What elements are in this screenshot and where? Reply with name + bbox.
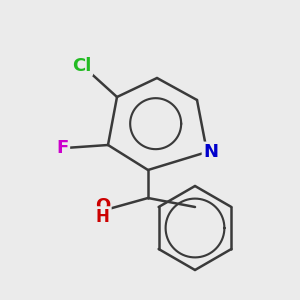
Text: O: O xyxy=(95,197,110,215)
Text: F: F xyxy=(56,139,69,157)
Text: Cl: Cl xyxy=(72,57,92,75)
Text: H: H xyxy=(96,208,110,226)
Text: N: N xyxy=(203,143,218,161)
